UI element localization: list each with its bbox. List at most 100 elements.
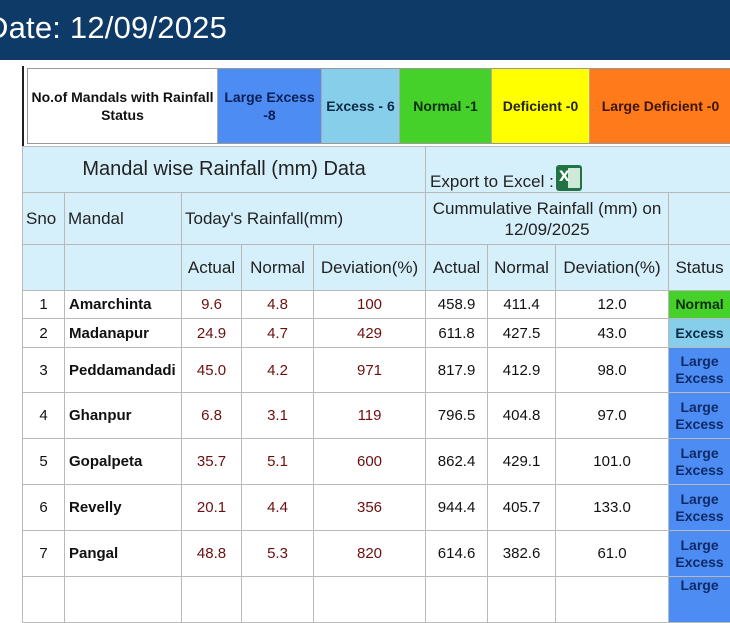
export-to-excel[interactable]: Export to Excel : xyxy=(426,147,730,193)
header-today-actual: Actual xyxy=(182,245,242,291)
row-cum-normal xyxy=(488,577,556,623)
row-today-deviation: 119 xyxy=(314,393,426,439)
row-cum-actual: 796.5 xyxy=(426,393,488,439)
row-today-actual: 24.9 xyxy=(182,319,242,348)
row-cum-actual: 458.9 xyxy=(426,291,488,319)
row-status: Large Excess xyxy=(669,393,730,439)
row-status: Large Excess xyxy=(669,439,730,485)
row-today-normal: 4.8 xyxy=(242,291,314,319)
row-cum-deviation: 12.0 xyxy=(556,291,669,319)
row-mandal: Revelly xyxy=(65,485,182,531)
header-row-1: Sno Mandal Today's Rainfall(mm) Cummulat… xyxy=(23,193,730,245)
status-title: No.of Mandals with Rainfall Status xyxy=(28,69,218,143)
header-blank xyxy=(23,245,65,291)
row-status: Large xyxy=(669,577,730,623)
row-cum-deviation: 101.0 xyxy=(556,439,669,485)
row-today-actual: 35.7 xyxy=(182,439,242,485)
header-cumulative-rainfall: Cummulative Rainfall (mm) on 12/09/2025 xyxy=(426,193,669,245)
row-today-normal: 5.1 xyxy=(242,439,314,485)
row-today-actual: 20.1 xyxy=(182,485,242,531)
row-today-deviation: 429 xyxy=(314,319,426,348)
header-status: Status xyxy=(669,245,730,291)
row-cum-deviation xyxy=(556,577,669,623)
status-normal[interactable]: Normal -1 xyxy=(400,69,492,143)
row-cum-normal: 382.6 xyxy=(488,531,556,577)
status-excess[interactable]: Excess - 6 xyxy=(322,69,400,143)
row-cum-deviation: 133.0 xyxy=(556,485,669,531)
row-status: Large Excess xyxy=(669,348,730,393)
row-cum-normal: 411.4 xyxy=(488,291,556,319)
row-cum-deviation: 98.0 xyxy=(556,348,669,393)
rainfall-table: Mandal wise Rainfall (mm) Data Export to… xyxy=(22,146,730,623)
row-cum-deviation: 61.0 xyxy=(556,531,669,577)
header-mandal: Mandal xyxy=(65,193,182,245)
row-status: Excess xyxy=(669,319,730,348)
status-large-excess[interactable]: Large Excess -8 xyxy=(218,69,322,143)
row-mandal: Peddamandadi xyxy=(65,348,182,393)
rainfall-status-bar: No.of Mandals with Rainfall Status Large… xyxy=(27,68,730,144)
row-sno xyxy=(23,577,65,623)
row-cum-normal: 412.9 xyxy=(488,348,556,393)
row-cum-normal: 405.7 xyxy=(488,485,556,531)
header-cum-deviation: Deviation(%) xyxy=(556,245,669,291)
row-today-normal: 4.2 xyxy=(242,348,314,393)
row-mandal: Pangal xyxy=(65,531,182,577)
row-sno: 7 xyxy=(23,531,65,577)
row-cum-normal: 404.8 xyxy=(488,393,556,439)
row-today-deviation: 600 xyxy=(314,439,426,485)
row-sno: 5 xyxy=(23,439,65,485)
row-cum-actual: 611.8 xyxy=(426,319,488,348)
row-today-normal: 3.1 xyxy=(242,393,314,439)
row-today-normal xyxy=(242,577,314,623)
row-sno: 3 xyxy=(23,348,65,393)
row-today-deviation: 820 xyxy=(314,531,426,577)
row-sno: 1 xyxy=(23,291,65,319)
row-sno: 6 xyxy=(23,485,65,531)
table-row[interactable]: Large xyxy=(23,577,730,623)
header-cum-normal: Normal xyxy=(488,245,556,291)
row-cum-actual: 614.6 xyxy=(426,531,488,577)
row-cum-actual: 944.4 xyxy=(426,485,488,531)
status-large-deficient[interactable]: Large Deficient -0 xyxy=(590,69,730,143)
status-deficient[interactable]: Deficient -0 xyxy=(492,69,590,143)
header-today-rainfall: Today's Rainfall(mm) xyxy=(182,193,426,245)
row-today-normal: 4.4 xyxy=(242,485,314,531)
row-today-actual xyxy=(182,577,242,623)
header-status-spacer xyxy=(669,193,730,245)
row-cum-deviation: 43.0 xyxy=(556,319,669,348)
table-title: Mandal wise Rainfall (mm) Data xyxy=(23,147,426,193)
row-today-actual: 6.8 xyxy=(182,393,242,439)
row-mandal: Madanapur xyxy=(65,319,182,348)
row-today-actual: 45.0 xyxy=(182,348,242,393)
row-today-deviation: 100 xyxy=(314,291,426,319)
row-mandal: Gopalpeta xyxy=(65,439,182,485)
header-row-2: Actual Normal Deviation(%) Actual Normal… xyxy=(23,245,730,291)
row-today-deviation xyxy=(314,577,426,623)
row-today-normal: 5.3 xyxy=(242,531,314,577)
row-today-normal: 4.7 xyxy=(242,319,314,348)
header-blank xyxy=(65,245,182,291)
export-label: Export to Excel : xyxy=(430,172,554,191)
page-header: Date: 12/09/2025 xyxy=(0,0,730,60)
row-mandal: Amarchinta xyxy=(65,291,182,319)
row-sno: 4 xyxy=(23,393,65,439)
header-today-deviation: Deviation(%) xyxy=(314,245,426,291)
row-status: Large Excess xyxy=(669,531,730,577)
header-cum-actual: Actual xyxy=(426,245,488,291)
table-title-row: Mandal wise Rainfall (mm) Data Export to… xyxy=(23,147,730,193)
header-today-normal: Normal xyxy=(242,245,314,291)
excel-icon[interactable] xyxy=(556,165,582,191)
row-cum-normal: 429.1 xyxy=(488,439,556,485)
row-today-deviation: 356 xyxy=(314,485,426,531)
row-today-actual: 9.6 xyxy=(182,291,242,319)
row-cum-deviation: 97.0 xyxy=(556,393,669,439)
row-cum-actual xyxy=(426,577,488,623)
row-mandal xyxy=(65,577,182,623)
